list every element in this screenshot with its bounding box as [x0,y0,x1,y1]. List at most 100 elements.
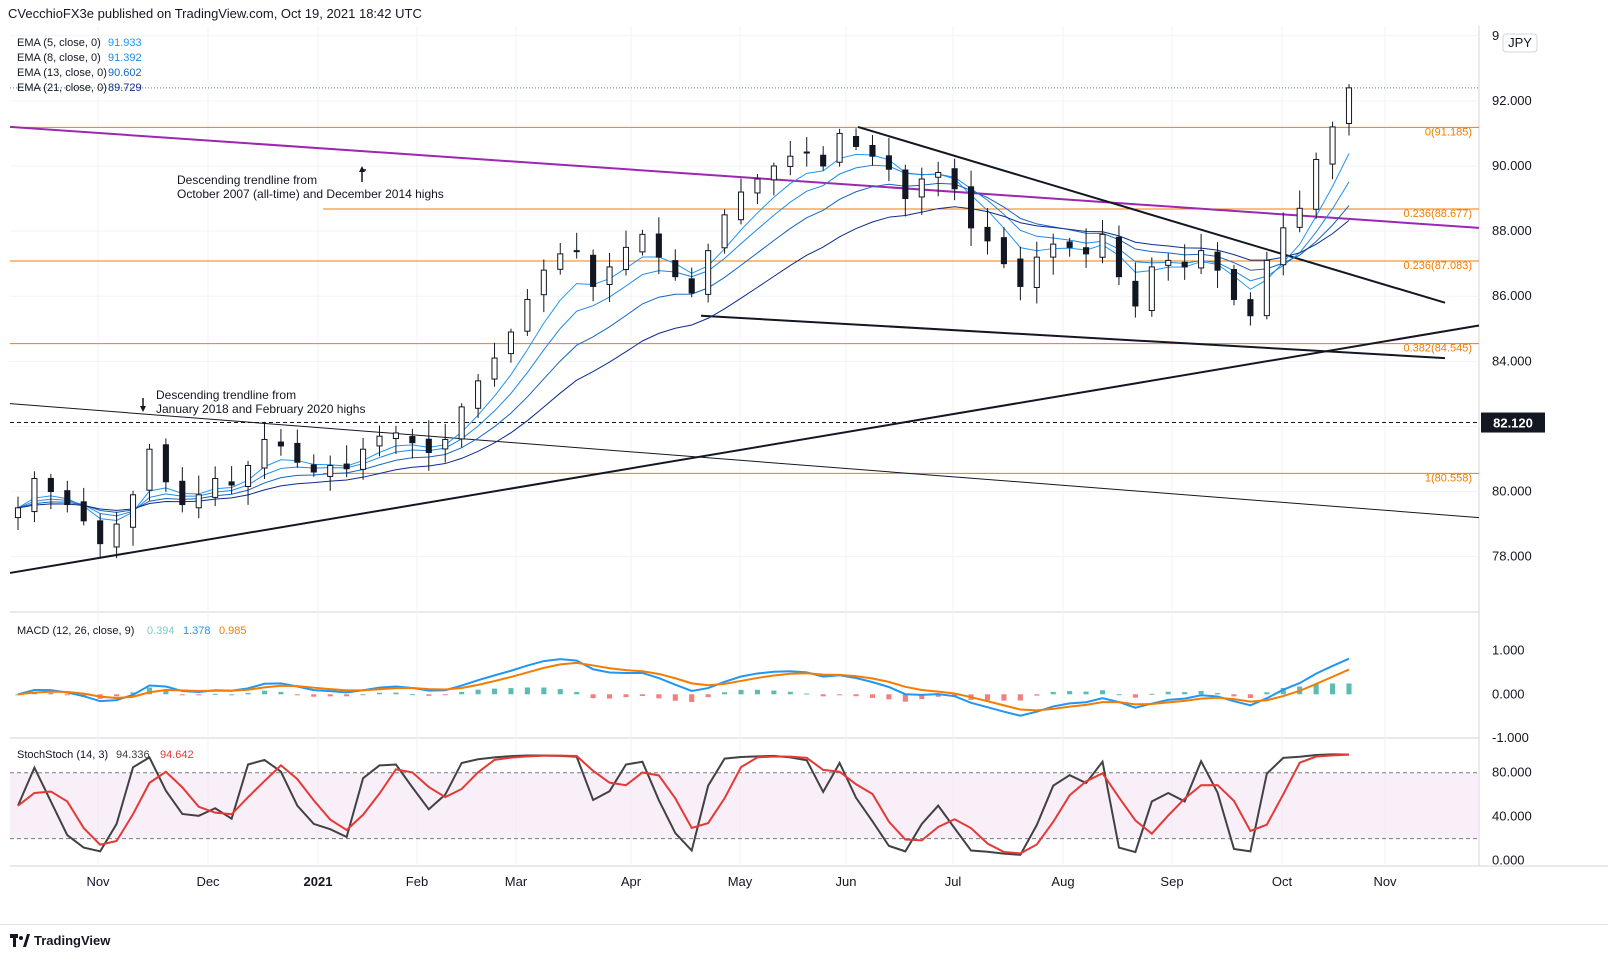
price-tick-label: 80.000 [1492,484,1532,499]
macd-histogram-bar [426,694,432,696]
time-tick-label: Nov [86,874,110,889]
macd-tick-label: 1.000 [1492,643,1525,658]
macd-histogram-bar [491,688,498,695]
candle-body [1017,258,1024,287]
candle-body [902,169,909,200]
macd-histogram-bar [1116,694,1122,696]
macd-legend-value: 0.394 [147,625,175,637]
macd-histogram-bar [689,694,695,702]
candle-body [770,165,777,181]
fib-label: 1(80.558) [1425,472,1472,484]
macd-histogram-bar [48,692,54,695]
candle-body [1099,233,1106,258]
macd-histogram-bar [1247,694,1253,699]
macd-histogram-bar [935,694,941,697]
time-tick-label: 2021 [304,874,333,889]
candle-body [852,135,860,147]
macd-histogram-bar [294,694,300,696]
candle-body [968,186,975,229]
candle-body [672,260,679,278]
candle-body [1050,243,1057,258]
candle-body [1115,236,1123,278]
macd-histogram-bar [344,694,350,697]
price-tick-label: 84.000 [1492,353,1532,368]
candle-body [360,448,367,470]
ema-legend-label: EMA (21, close, 0) [17,82,107,94]
price-tick-label: 9 [1492,28,1499,43]
time-tick-label: Nov [1373,874,1397,889]
candle-body [918,178,925,198]
candle-body [376,435,383,447]
candle-body [1313,158,1320,210]
candle-body [1230,268,1238,300]
macd-histogram-bar [1313,683,1319,695]
candle-body [442,438,449,450]
candle-body [507,331,515,355]
candle-body [1181,261,1188,268]
macd-histogram-bar [179,694,185,696]
macd-histogram-bar [886,694,892,700]
candle-body [491,357,498,380]
macd-histogram-bar [212,693,218,695]
macd-histogram-bar [1050,691,1056,695]
currency-badge [1502,33,1538,53]
price-tick-label: 86.000 [1492,288,1532,303]
candle-body [951,168,958,190]
macd-histogram-bar [376,692,383,695]
ema-5-line [17,153,1350,521]
macd-histogram-bar [623,694,629,698]
candle-body [129,494,137,528]
macd-histogram-bar [1165,691,1171,695]
candle-body [113,523,120,548]
macd-histogram-bar [1214,692,1221,695]
fib-label: 0(91.185) [1425,126,1472,138]
candle-body [310,464,317,473]
macd-histogram-bar [1001,694,1007,701]
macd-histogram-bar [1017,694,1023,701]
macd-histogram-bar [837,694,843,696]
macd-histogram-bar [146,687,153,695]
candle-body [1329,126,1336,165]
candle-body [261,438,268,469]
ema-legend-value: 90.602 [108,67,142,79]
stoch-tick-label: 40.000 [1492,809,1532,824]
macd-legend-value: 0.985 [219,625,247,637]
macd-histogram-bar [130,692,136,695]
trendline-2018-2020 [9,403,1480,519]
candle-body [1148,266,1155,312]
chart-canvas[interactable]: 0(91.185) 0.236(88.677) 0.236(87.083) 0.382… [0,0,1608,924]
macd-histogram-bar [409,694,415,696]
macd-histogram-bar [1231,694,1237,697]
candle-body [1296,207,1303,228]
candle-body [294,442,301,463]
candle-body [705,250,712,295]
macd-histogram-bar [853,694,859,697]
candle-body [1345,87,1353,124]
ema-legend-value: 89.729 [108,82,142,94]
macd-histogram-bar [574,692,580,695]
candle-body [425,438,432,453]
descending-wedge-top [857,125,1446,304]
macd-histogram-bar [64,694,70,696]
candle-body [277,441,284,447]
macd-histogram-bar [196,694,202,696]
ema-legend-value: 91.392 [108,52,142,64]
macd-histogram-bar [787,691,793,695]
stoch-band [10,772,1479,839]
macd-histogram-bar [229,694,235,696]
arrow-up-icon [359,166,365,172]
time-tick-label: Dec [196,874,220,889]
macd-histogram-bar [1330,683,1336,695]
candle-body [622,246,630,271]
ema-legend-label: EMA (13, close, 0) [17,67,107,79]
time-tick-label: Jun [836,874,857,889]
macd-histogram-bar [15,694,21,696]
candle-body [1083,247,1090,255]
candle-body [409,436,416,444]
macd-histogram-bar [902,694,908,702]
candle-body [721,214,728,249]
candle-body [1165,259,1172,266]
candle-body [1280,227,1287,266]
macd-histogram-bar [656,694,662,699]
macd-histogram-bar [475,689,481,695]
